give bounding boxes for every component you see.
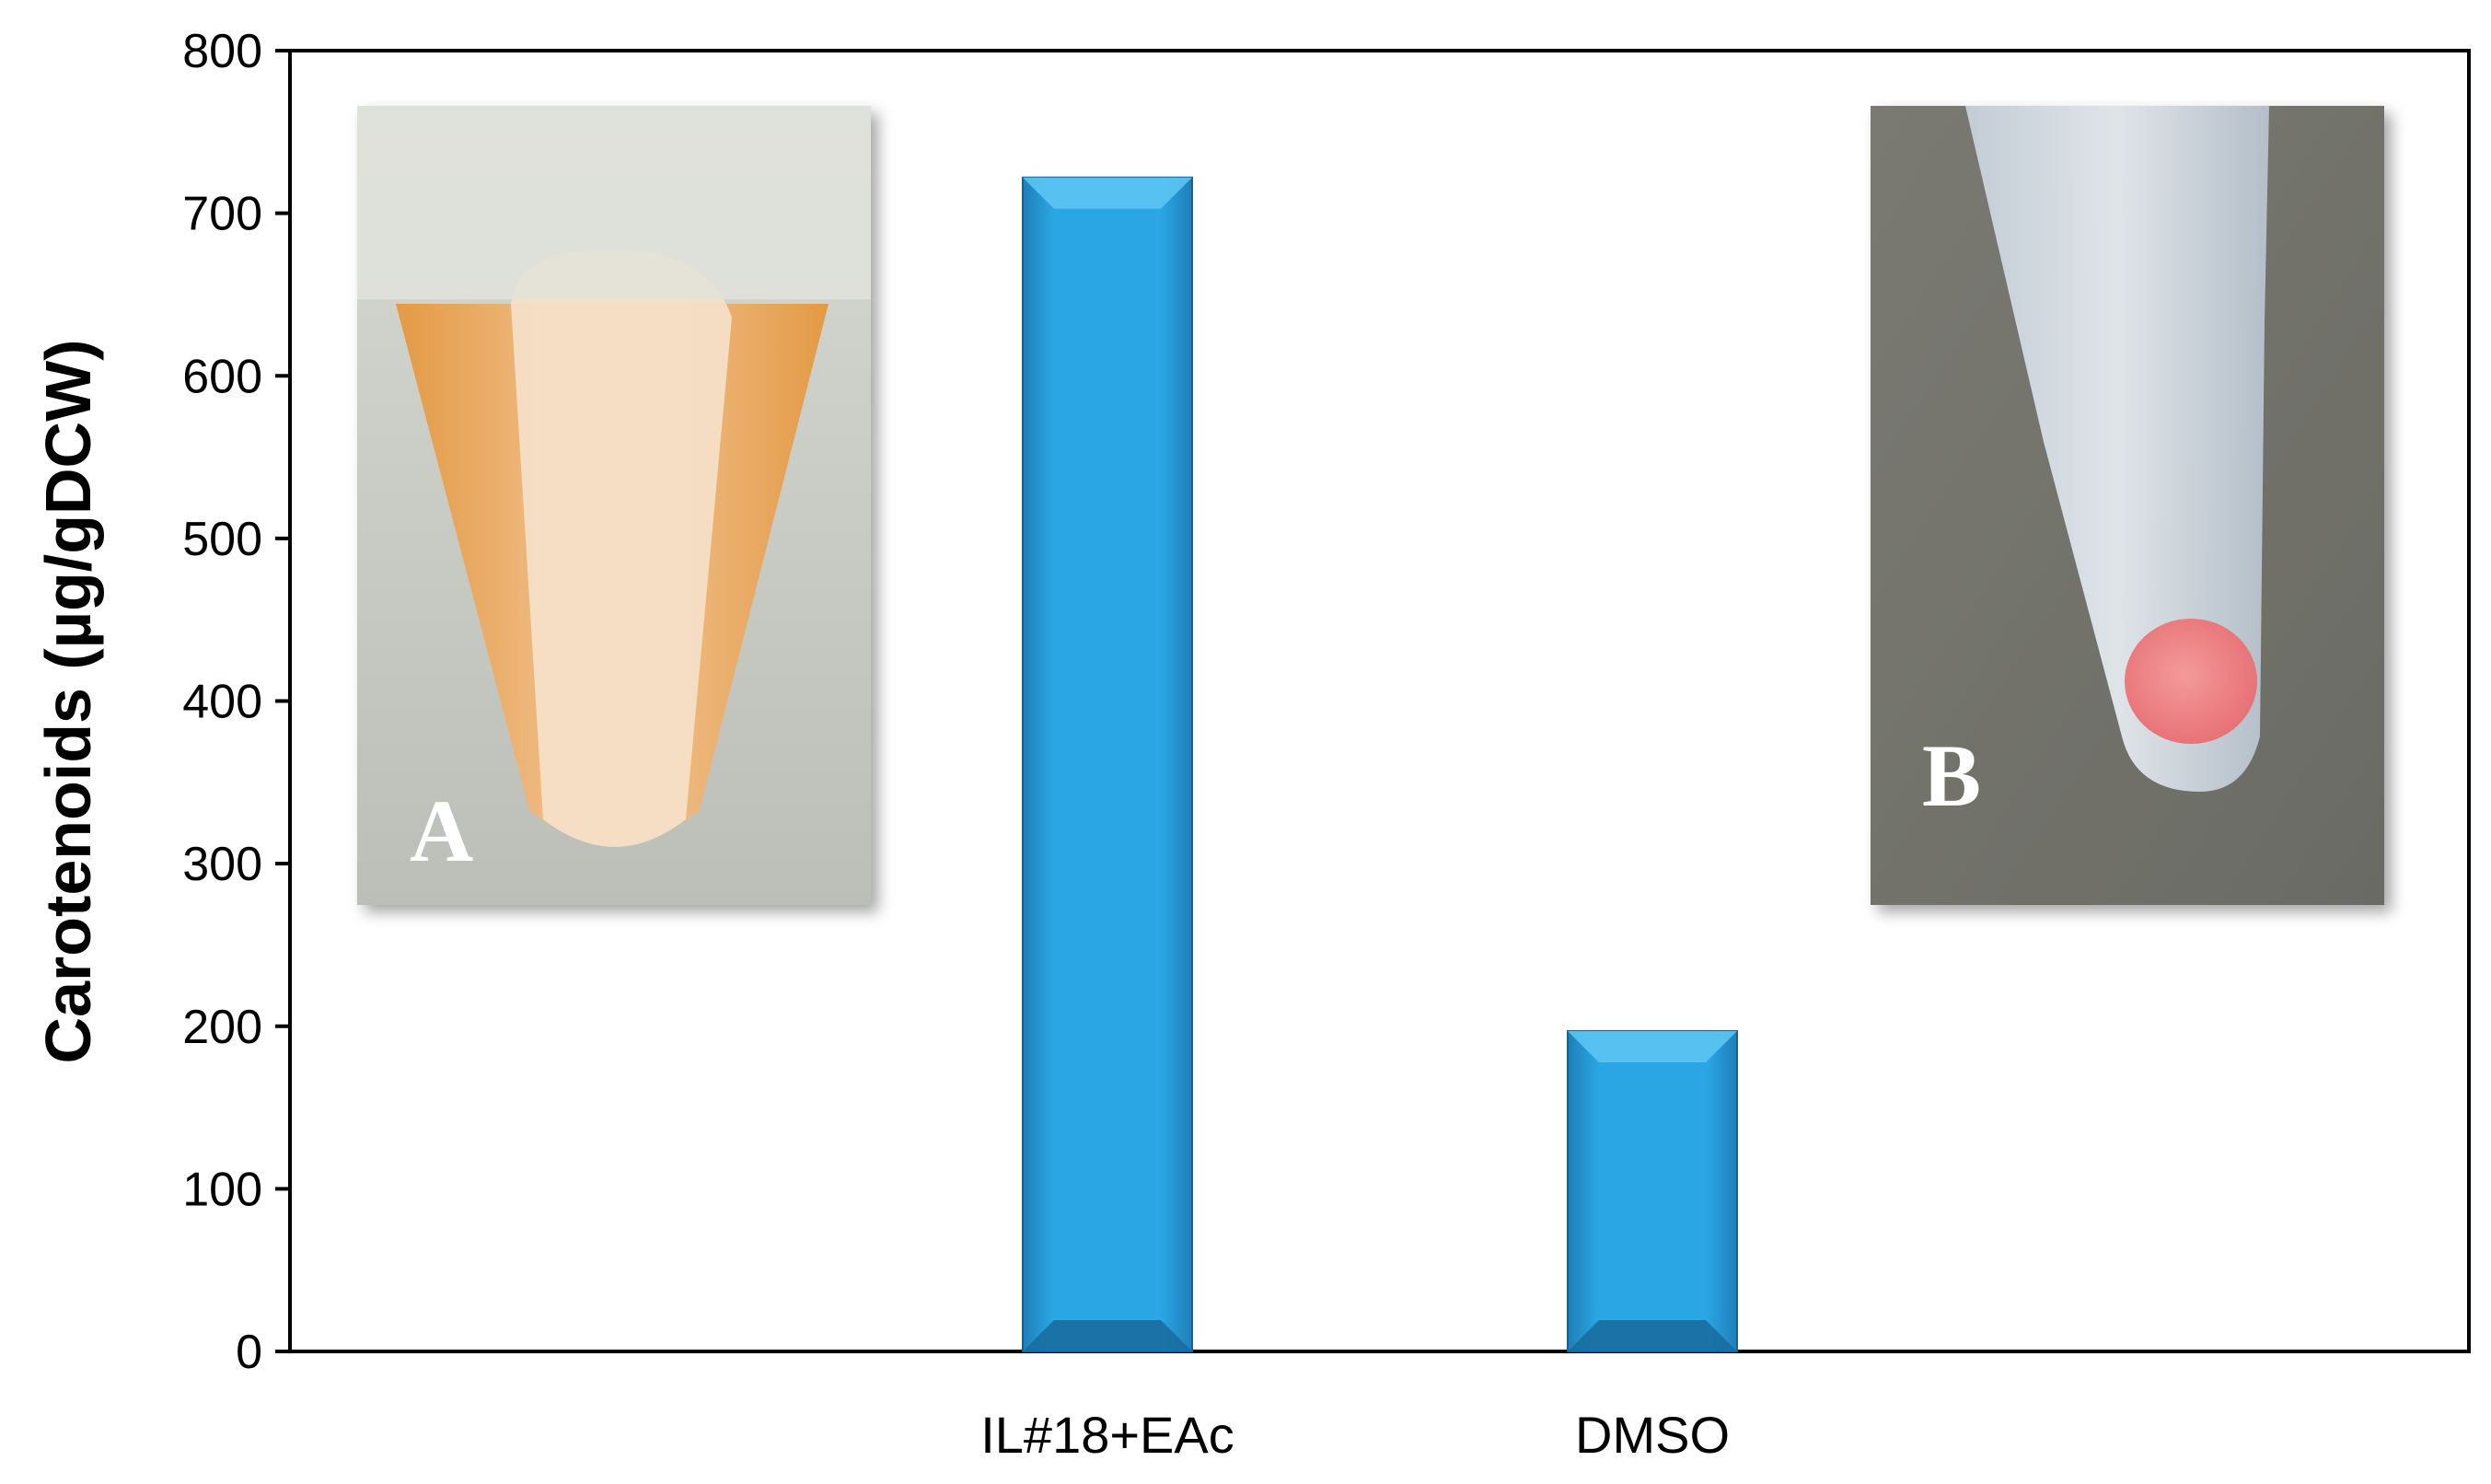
x-category-label: IL#18+EAc — [980, 1406, 1234, 1464]
inset-label-a: A — [410, 782, 473, 880]
bar-bevel-top — [1568, 1031, 1737, 1063]
y-tick-label: 100 — [182, 1163, 262, 1216]
y-tick-label: 400 — [182, 676, 262, 729]
y-axis-title: Carotenoids (µg/gDCW) — [32, 340, 104, 1064]
y-tick-label: 200 — [182, 1001, 262, 1054]
x-axis-categories: IL#18+EAc DMSO — [980, 1406, 1730, 1464]
y-tick-label: 300 — [182, 838, 262, 891]
bars — [1022, 176, 1738, 1353]
inset-photo-a: A — [357, 106, 871, 905]
inset-photo-b: B — [1871, 106, 2384, 905]
x-category-label: DMSO — [1575, 1406, 1730, 1464]
inset-label-b: B — [1922, 726, 1981, 825]
bar-body — [1022, 176, 1193, 1353]
y-tick-label: 500 — [182, 513, 262, 566]
y-tick-label: 800 — [182, 25, 262, 78]
y-tick-label: 600 — [182, 350, 262, 403]
bar-1 — [1022, 176, 1193, 1353]
bar-bevel-bottom — [1568, 1320, 1737, 1351]
bar-bevel-bottom — [1023, 1320, 1192, 1351]
bar-bevel-top — [1023, 177, 1192, 209]
bar-2 — [1567, 1030, 1738, 1352]
bar-body — [1567, 1030, 1738, 1352]
y-tick-label: 700 — [182, 188, 262, 241]
y-axis: 0 100 200 300 400 500 600 700 800 — [182, 25, 290, 1379]
y-tick-label: 0 — [236, 1326, 262, 1379]
